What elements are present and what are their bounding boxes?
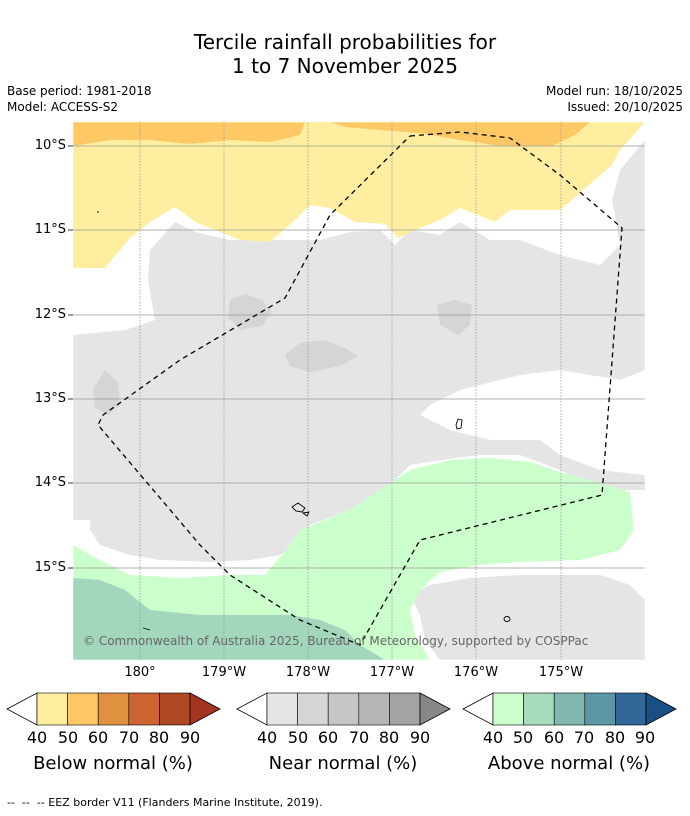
axis-ticks	[68, 145, 73, 569]
near-colorbar-low-arrow	[236, 692, 268, 726]
below-colorbar-segment	[97, 692, 130, 726]
near-normal-40-south-region	[410, 575, 645, 660]
island-southwest	[142, 627, 151, 631]
below-normal-40-region	[73, 122, 645, 268]
meta-right: Model run: 18/10/2025 Issued: 20/10/2025	[546, 83, 683, 115]
below-normal-title: Below normal (%)	[33, 753, 193, 774]
above-colorbar-segment	[492, 692, 524, 726]
lat-label-12s: 12°S	[34, 307, 66, 322]
near-colorbar-high-arrow	[419, 692, 451, 726]
lat-label-11s: 11°S	[34, 222, 66, 237]
title-line-2: 1 to 7 November 2025	[232, 54, 458, 78]
below-tick-70: 70	[118, 728, 140, 747]
below-normal-50-region	[73, 122, 305, 146]
below-tick-90: 90	[179, 728, 201, 747]
above-tick-80: 80	[604, 728, 626, 747]
meta-left: Base period: 1981-2018 Model: ACCESS-S2	[7, 83, 152, 115]
below-tick-40: 40	[26, 728, 48, 747]
near-tick-50: 50	[287, 728, 309, 747]
lon-label-175w: 175°W	[538, 665, 584, 680]
near-normal-50-blob-1	[228, 294, 272, 330]
near-normal-40-region	[73, 140, 645, 562]
near-tick-60: 60	[317, 728, 339, 747]
lat-label-10s: 10°S	[34, 138, 66, 153]
below-colorbar-high-arrow	[189, 692, 221, 726]
colorbars	[6, 692, 677, 726]
below-tick-60: 60	[87, 728, 109, 747]
above-colorbar-segment	[553, 692, 586, 726]
issued-label: Issued: 20/10/2025	[567, 100, 683, 114]
above-normal-50-region	[73, 578, 385, 660]
near-tick-80: 80	[378, 728, 400, 747]
near-normal-50-blob-4	[93, 370, 120, 415]
island-wallis	[455, 418, 463, 430]
above-tick-70: 70	[573, 728, 595, 747]
map-frame	[72, 121, 646, 661]
above-tick-60: 60	[543, 728, 565, 747]
near-tick-70: 70	[348, 728, 370, 747]
above-tick-40: 40	[482, 728, 504, 747]
below-colorbar-segment	[159, 692, 191, 726]
above-colorbar-high-arrow	[645, 692, 677, 726]
above-tick-50: 50	[512, 728, 534, 747]
island-north	[97, 211, 99, 213]
above-tick-90: 90	[634, 728, 656, 747]
below-colorbar-segment	[36, 692, 68, 726]
model-label: Model: ACCESS-S2	[7, 100, 119, 114]
base-period-label: Base period: 1981-2018	[7, 84, 152, 98]
lat-label-15s: 15°S	[34, 560, 66, 575]
near-colorbar-segment	[266, 692, 298, 726]
lon-label-177w: 177°W	[369, 665, 415, 680]
near-tick-40: 40	[256, 728, 278, 747]
lon-label-178w: 178°W	[285, 665, 331, 680]
below-tick-80: 80	[148, 728, 170, 747]
below-colorbar-segment	[128, 692, 160, 726]
above-colorbar-segment	[615, 692, 647, 726]
above-normal-40-region	[73, 458, 634, 660]
near-colorbar-segment	[358, 692, 390, 726]
above-colorbar-segment	[523, 692, 555, 726]
eez-border	[97, 131, 623, 646]
near-normal-title: Near normal (%)	[268, 753, 418, 774]
near-colorbar-segment	[297, 692, 329, 726]
lon-label-176w: 176°W	[453, 665, 499, 680]
chart-title: Tercile rainfall probabilities for 1 to …	[0, 30, 690, 78]
lat-label-14s: 14°S	[34, 475, 66, 490]
below-tick-50: 50	[57, 728, 79, 747]
map-attribution: © Commonwealth of Australia 2025, Bureau…	[83, 634, 588, 648]
island-south	[503, 616, 511, 622]
lon-label-180: 180°	[124, 665, 156, 680]
lat-label-13s: 13°S	[34, 391, 66, 406]
model-run-label: Model run: 18/10/2025	[545, 84, 683, 98]
lon-label-179w: 179°W	[201, 665, 247, 680]
title-line-1: Tercile rainfall probabilities for	[193, 30, 497, 54]
below-normal-50-region-2	[330, 122, 590, 146]
below-colorbar-low-arrow	[6, 692, 38, 726]
near-colorbar-segment	[389, 692, 421, 726]
map-gridlines	[73, 122, 645, 660]
above-normal-title: Above normal (%)	[487, 753, 651, 774]
near-tick-90: 90	[409, 728, 431, 747]
island-futuna	[291, 502, 310, 517]
near-colorbar-segment	[327, 692, 360, 726]
above-colorbar-low-arrow	[462, 692, 494, 726]
eez-legend-footer: -- -- -- EEZ border V11 (Flanders Marine…	[7, 796, 323, 809]
below-colorbar-segment	[67, 692, 99, 726]
near-normal-50-blob-3	[437, 300, 472, 335]
near-normal-50-blob-2	[285, 340, 358, 372]
above-colorbar-segment	[584, 692, 616, 726]
